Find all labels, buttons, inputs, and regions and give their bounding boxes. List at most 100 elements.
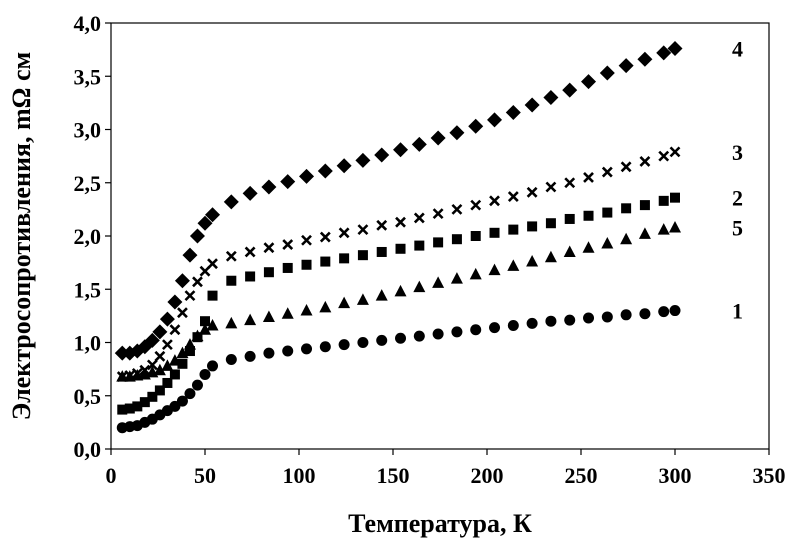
data-point: [176, 395, 188, 407]
data-point: [357, 250, 368, 261]
data-point: [207, 360, 219, 372]
data-points: [114, 41, 683, 434]
data-point: [263, 267, 274, 278]
data-point: [176, 346, 189, 359]
data-point: [153, 363, 166, 376]
data-point: [470, 199, 482, 211]
data-point: [544, 250, 557, 263]
data-point: [470, 324, 482, 336]
data-point: [184, 346, 195, 357]
data-point: [545, 218, 556, 229]
data-point: [526, 186, 538, 198]
data-point: [564, 213, 575, 224]
data-point: [169, 324, 181, 336]
series-labels: 1 2 3 4 5: [732, 37, 743, 324]
data-point: [599, 65, 615, 81]
data-point: [489, 322, 501, 334]
data-point: [583, 210, 594, 221]
data-point: [545, 315, 557, 327]
data-point: [162, 377, 173, 388]
data-point: [375, 289, 388, 301]
data-point: [508, 224, 519, 235]
data-point: [488, 263, 501, 276]
x-tick-label: 100: [283, 463, 316, 488]
data-point: [161, 339, 173, 351]
data-point: [336, 158, 352, 174]
data-point: [656, 45, 672, 61]
data-point: [299, 168, 315, 184]
data-point: [430, 130, 446, 146]
data-point: [507, 259, 520, 271]
data-point: [244, 246, 256, 258]
x-tick-label: 350: [753, 463, 786, 488]
data-point: [376, 334, 388, 346]
data-point: [451, 203, 463, 215]
data-point: [199, 323, 211, 335]
data-point: [183, 338, 196, 350]
data-point: [601, 311, 613, 323]
x-axis-title: Температура, К: [348, 509, 532, 538]
y-tick-label: 4,0: [74, 11, 102, 36]
data-point: [638, 227, 651, 239]
data-point: [132, 401, 143, 412]
data-point: [433, 237, 444, 248]
data-point: [205, 207, 221, 223]
data-point: [376, 246, 387, 257]
data-point: [301, 343, 313, 355]
data-point: [449, 125, 465, 141]
data-point: [225, 354, 237, 366]
data-point: [639, 200, 650, 211]
x-tick-label: 250: [565, 463, 598, 488]
data-point: [168, 354, 181, 366]
data-point: [620, 232, 633, 245]
series-4: [114, 41, 683, 361]
series-5: [116, 220, 681, 382]
data-point: [177, 358, 188, 369]
data-point: [226, 275, 237, 286]
data-point: [245, 271, 256, 282]
data-point: [658, 150, 670, 162]
data-point: [394, 284, 407, 297]
data-point: [669, 146, 681, 158]
series-1: [116, 305, 681, 434]
data-point: [376, 219, 388, 231]
data-point: [139, 397, 150, 408]
data-point: [563, 245, 576, 257]
data-point: [432, 328, 444, 340]
data-point: [667, 41, 683, 57]
data-point: [223, 194, 239, 210]
data-point: [658, 195, 669, 206]
data-point: [339, 253, 350, 264]
data-point: [282, 345, 294, 357]
data-point: [489, 227, 500, 238]
data-point: [263, 347, 275, 359]
data-point: [468, 118, 484, 134]
data-point: [393, 142, 409, 158]
data-point: [319, 300, 332, 313]
data-point: [414, 240, 425, 251]
y-tick-label: 3,5: [74, 64, 102, 89]
data-point: [657, 223, 670, 235]
x-tick-label: 0: [106, 463, 117, 488]
y-tick-label: 0,0: [74, 437, 102, 462]
plot-area: [110, 22, 770, 450]
data-point: [144, 332, 160, 348]
data-point: [413, 280, 426, 293]
data-point: [225, 250, 237, 262]
data-point: [450, 272, 463, 284]
x-tick-label: 150: [377, 463, 410, 488]
data-point: [177, 307, 188, 319]
data-point: [244, 313, 257, 326]
data-point: [620, 161, 632, 173]
y-tick-label: 0,5: [74, 384, 102, 409]
data-point: [244, 350, 256, 362]
data-point: [242, 185, 258, 201]
y-tick-label: 3,0: [74, 118, 102, 143]
data-point: [192, 276, 203, 288]
data-point: [581, 74, 597, 90]
data-point: [319, 231, 331, 243]
data-point: [487, 112, 503, 128]
data-point: [261, 179, 277, 195]
data-point: [147, 391, 158, 402]
